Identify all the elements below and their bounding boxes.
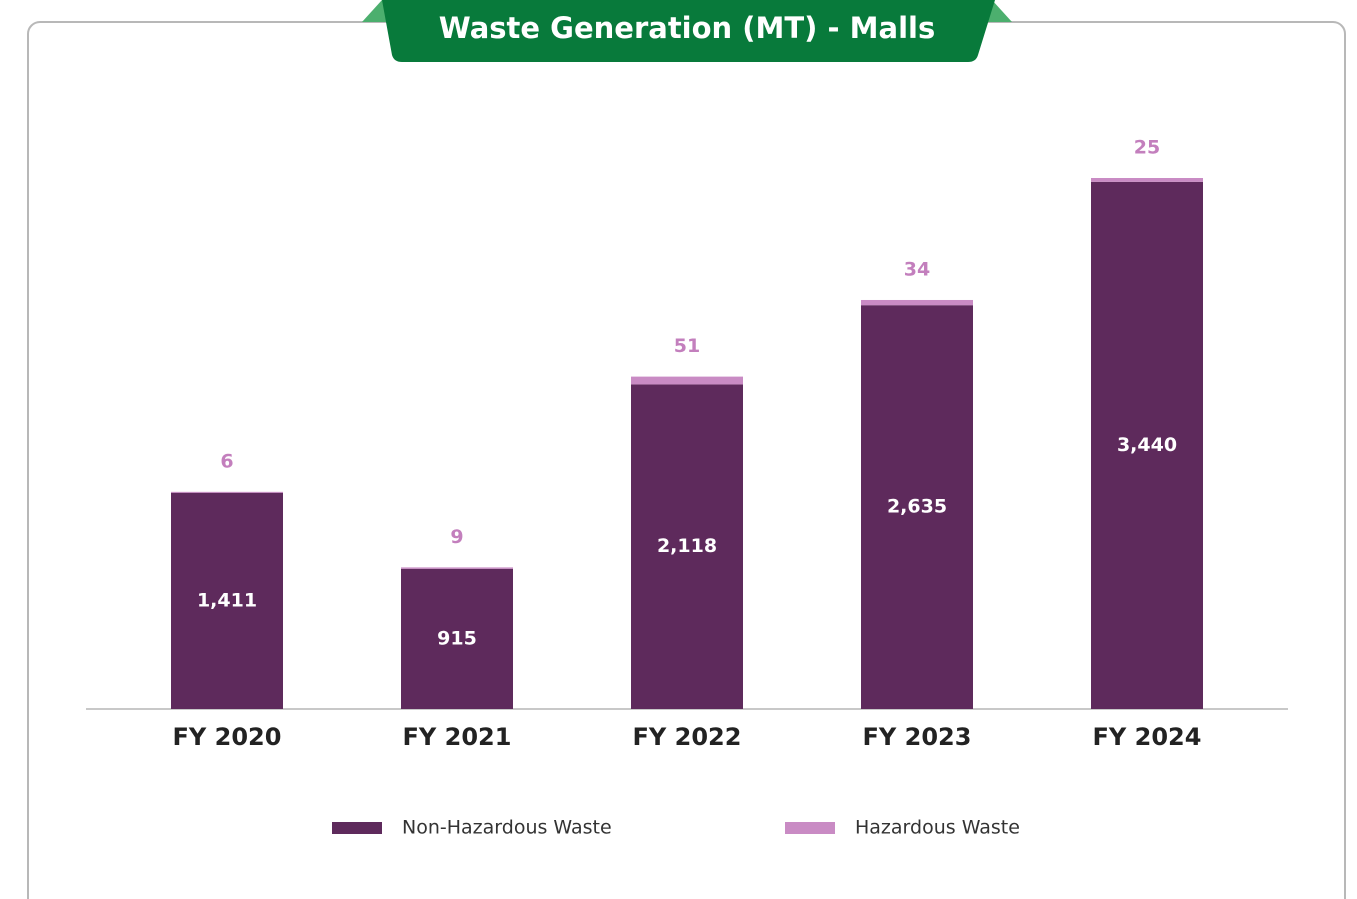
x-tick-label: FY 2022 (633, 723, 742, 751)
x-tick-label: FY 2023 (863, 723, 972, 751)
x-tick-label: FY 2020 (173, 723, 282, 751)
legend-swatch (332, 822, 382, 834)
bar-segment (401, 568, 513, 709)
bar-segment (1091, 181, 1203, 709)
bar-segment (1091, 178, 1203, 182)
x-tick-label: FY 2024 (1093, 723, 1202, 751)
title-banner (382, 0, 995, 62)
data-label: 2,118 (657, 535, 717, 557)
data-label: 915 (437, 627, 477, 649)
data-label: 34 (904, 258, 930, 280)
bar-segment (861, 305, 973, 709)
data-label: 25 (1134, 137, 1160, 159)
legend-label: Non-Hazardous Waste (402, 817, 612, 839)
bar-segment (631, 384, 743, 709)
bar-segment (631, 376, 743, 385)
chart-title: Waste Generation (MT) - Malls (439, 11, 935, 45)
data-label: 6 (220, 450, 233, 472)
legend-swatch (785, 822, 835, 834)
data-label: 3,440 (1117, 434, 1177, 456)
bar-segment (171, 492, 283, 709)
bar-segment (171, 491, 283, 493)
bar-segment (401, 567, 513, 569)
x-tick-label: FY 2021 (403, 723, 512, 751)
data-label: 2,635 (887, 496, 947, 518)
legend-label: Hazardous Waste (855, 817, 1020, 839)
bar-segment (861, 299, 973, 306)
data-label: 1,411 (197, 589, 257, 611)
data-label: 51 (674, 335, 700, 357)
data-label: 9 (450, 526, 463, 548)
